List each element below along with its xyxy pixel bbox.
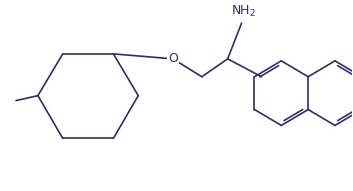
Text: NH$_2$: NH$_2$ [231,4,256,19]
Text: O: O [168,52,178,65]
